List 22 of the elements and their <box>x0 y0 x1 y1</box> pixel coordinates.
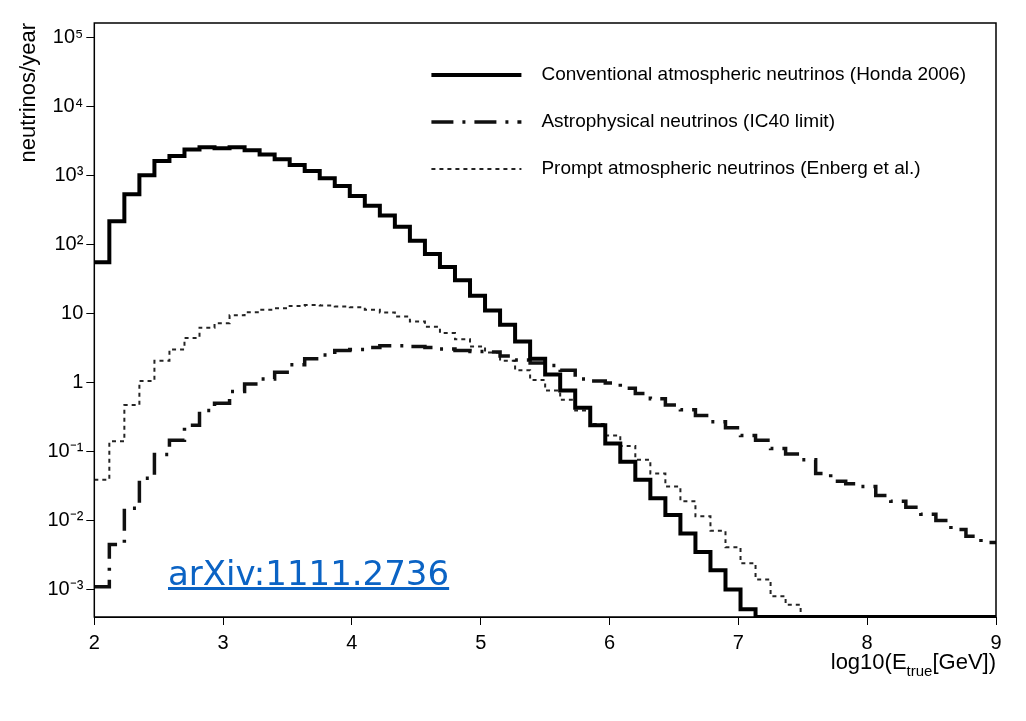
legend-label: Astrophysical neutrinos (IC40 limit) <box>541 110 835 132</box>
x-tick-label: 5 <box>475 630 487 653</box>
x-tick-label: 7 <box>732 630 744 653</box>
y-tick-label: 10⁻³ <box>47 577 84 600</box>
y-axis-title: neutrinos/year <box>15 23 41 163</box>
x-tick-label: 3 <box>217 630 229 653</box>
y-tick-label: 10⁻¹ <box>47 438 84 461</box>
y-tick-label: 10⁻² <box>47 507 84 530</box>
x-tick-label: 2 <box>88 630 100 653</box>
y-tick-label: 1 <box>72 369 84 392</box>
legend-label: Conventional atmospheric neutrinos (Honda 2006) <box>541 63 967 85</box>
y-tick-label: 10⁵ <box>52 24 84 47</box>
annotation: arXiv:1111.2736 <box>168 553 450 593</box>
x-tick-label: 9 <box>990 630 1002 653</box>
x-tick-label: 4 <box>346 630 358 653</box>
x-tick-label: 8 <box>861 630 873 653</box>
y-tick-label: 10⁴ <box>52 93 84 116</box>
legend-label: Prompt atmospheric neutrinos (Enberg et al.) <box>541 157 921 179</box>
x-tick-label: 6 <box>604 630 616 653</box>
y-tick-label: 10 <box>61 300 84 323</box>
y-tick-label: 10³ <box>54 162 84 185</box>
y-tick-label: 10² <box>54 231 84 254</box>
